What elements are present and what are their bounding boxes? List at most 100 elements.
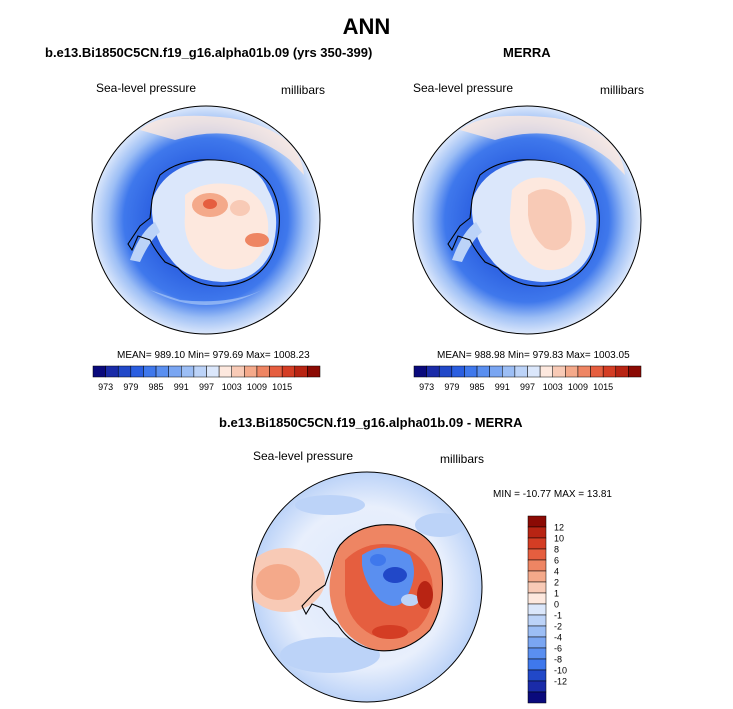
colorbar-tick-label: 1015 <box>593 382 613 392</box>
colorbar-panel1: 973 979 985 991 997 1003 1009 1015 <box>92 365 321 392</box>
colorbar-swatch <box>193 365 207 378</box>
colorbar-swatch <box>206 365 220 378</box>
colorbar-swatch <box>281 365 296 378</box>
colorbar-tick-label: 973 <box>419 382 434 392</box>
colorbar-tick-label: 8 <box>554 545 559 555</box>
colorbar-swatch <box>527 647 547 660</box>
colorbar-swatch <box>143 365 157 378</box>
main-title: ANN <box>342 14 391 39</box>
colorbar-swatch <box>464 365 478 378</box>
colorbar-swatch <box>565 365 579 378</box>
colorbar-tick-label: 1015 <box>272 382 292 392</box>
colorbar-swatch <box>117 365 132 378</box>
colorbar-swatch <box>231 365 245 378</box>
colorbar-tick-label: 979 <box>444 382 459 392</box>
colorbar-tick-label: -6 <box>554 644 562 654</box>
colorbar-swatch <box>92 365 106 378</box>
colorbar-swatch <box>552 365 566 378</box>
colorbar-tick-label: 997 <box>199 382 214 392</box>
colorbar-tick-label: 985 <box>470 382 485 392</box>
colorbar-swatch <box>527 365 541 378</box>
colorbar-tick-label: 0 <box>554 600 559 610</box>
colorbar-swatch <box>502 365 516 378</box>
colorbar-tick-label: -10 <box>554 666 567 676</box>
colorbar-swatch <box>527 680 547 693</box>
colorbar-tick-label: 4 <box>554 567 559 577</box>
colorbar-tick-label: 985 <box>149 382 164 392</box>
colorbar-panel2: 973 979 985 991 997 1003 1009 1015 <box>413 365 642 392</box>
colorbar-swatch <box>307 365 321 378</box>
colorbar-swatch <box>590 365 604 378</box>
colorbar-swatch <box>527 669 547 682</box>
map-panel1 <box>91 105 321 335</box>
colorbar-swatch <box>244 365 258 378</box>
panel2-stats: MEAN= 988.98 Min= 979.83 Max= 1003.05 <box>437 350 630 361</box>
colorbar-tick-label: 973 <box>98 382 113 392</box>
colorbar-swatch <box>527 515 547 528</box>
colorbar-swatch <box>181 365 195 378</box>
panel1-units: millibars <box>281 83 326 97</box>
colorbar-tick-label: 1009 <box>568 382 588 392</box>
colorbar-swatch <box>105 365 119 378</box>
panel3-title: b.e13.Bi1850C5CN.f19_g16.alpha01b.09 - M… <box>219 415 523 430</box>
panel3-units: millibars <box>440 452 485 466</box>
colorbar-tick-label: -12 <box>554 677 567 687</box>
colorbar-swatch <box>527 581 547 594</box>
colorbar-tick-label: 10 <box>554 534 564 544</box>
panel1-title: b.e13.Bi1850C5CN.f19_g16.alpha01b.09 (yr… <box>45 45 373 60</box>
colorbar-tick-label: 1009 <box>247 382 267 392</box>
colorbar-swatch <box>539 365 553 378</box>
colorbar-swatch <box>130 365 144 378</box>
colorbar-swatch <box>527 691 547 704</box>
colorbar-swatch <box>527 537 547 550</box>
colorbar-swatch <box>155 365 169 378</box>
colorbar-tick-label: 1003 <box>222 382 242 392</box>
panel3-stats: MIN = -10.77 MAX = 13.81 <box>493 489 612 500</box>
colorbar-swatch <box>628 365 642 378</box>
colorbar-tick-label: 991 <box>495 382 510 392</box>
colorbar-swatch <box>294 365 308 378</box>
colorbar-swatch <box>615 365 629 378</box>
panel3-variable: Sea-level pressure <box>253 449 354 463</box>
colorbar-swatch <box>168 365 182 378</box>
colorbar-tick-label: -1 <box>554 611 562 621</box>
colorbar-tick-label: 979 <box>123 382 138 392</box>
colorbar-swatch <box>527 592 547 605</box>
map-panel3 <box>251 471 483 703</box>
colorbar-tick-label: -2 <box>554 622 562 632</box>
colorbar-tick-label: -8 <box>554 655 562 665</box>
colorbar-swatch <box>527 636 547 649</box>
colorbar-swatch <box>476 365 490 378</box>
colorbar-swatch <box>527 526 547 539</box>
colorbar-swatch <box>514 365 528 378</box>
colorbar-swatch <box>527 603 547 616</box>
map-panel2 <box>412 105 642 335</box>
colorbar-swatch <box>489 365 503 378</box>
colorbar-swatch <box>602 365 617 378</box>
colorbar-tick-label: 1003 <box>543 382 563 392</box>
colorbar-swatch <box>527 559 547 572</box>
colorbar-swatch <box>438 365 453 378</box>
colorbar-swatch <box>426 365 440 378</box>
panel2-variable: Sea-level pressure <box>413 81 514 95</box>
colorbar-swatch <box>577 365 591 378</box>
colorbar-swatch <box>527 548 547 561</box>
colorbar-swatch <box>451 365 465 378</box>
panel2-title: MERRA <box>503 45 551 60</box>
panel2-units: millibars <box>600 83 645 97</box>
colorbar-swatch <box>256 365 270 378</box>
colorbar-swatch <box>218 365 232 378</box>
colorbar-tick-label: 6 <box>554 556 559 566</box>
colorbar-swatch <box>527 658 547 671</box>
colorbar-swatch <box>269 365 283 378</box>
colorbar-tick-label: 991 <box>174 382 189 392</box>
colorbar-swatch <box>527 625 547 638</box>
colorbar-tick-label: 12 <box>554 523 564 533</box>
colorbar-tick-label: 2 <box>554 578 559 588</box>
colorbar-tick-label: -4 <box>554 633 562 643</box>
colorbar-swatch <box>527 614 547 627</box>
colorbar-swatch <box>413 365 427 378</box>
panel1-stats: MEAN= 989.10 Min= 979.69 Max= 1008.23 <box>117 350 310 361</box>
